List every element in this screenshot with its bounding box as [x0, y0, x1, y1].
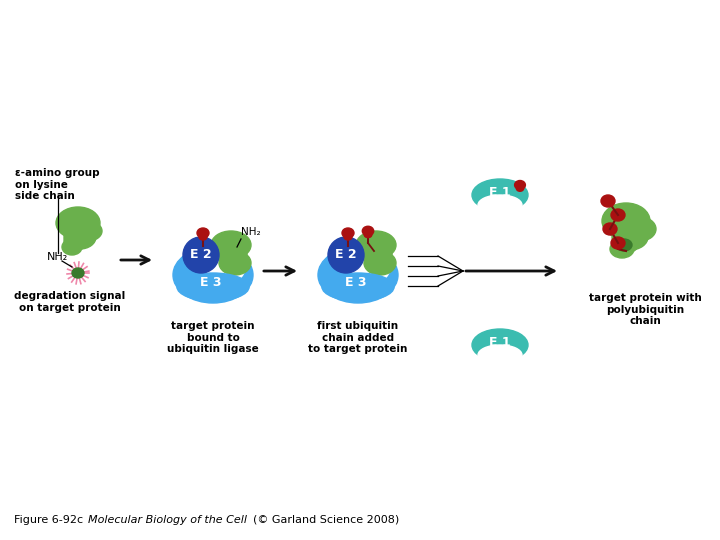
Text: E 1: E 1 [489, 336, 510, 349]
Text: (© Garland Science 2008): (© Garland Science 2008) [253, 515, 400, 525]
Ellipse shape [344, 234, 352, 240]
Ellipse shape [516, 186, 523, 191]
Ellipse shape [197, 228, 209, 238]
Ellipse shape [611, 237, 625, 249]
Ellipse shape [472, 179, 528, 211]
Ellipse shape [64, 225, 96, 249]
Text: NH₂: NH₂ [241, 227, 261, 237]
Ellipse shape [199, 234, 207, 240]
Ellipse shape [624, 217, 656, 241]
Text: E 2: E 2 [190, 248, 212, 261]
Ellipse shape [346, 249, 390, 285]
Ellipse shape [478, 345, 522, 365]
Ellipse shape [211, 231, 251, 259]
Ellipse shape [610, 240, 634, 258]
Text: target protein
bound to
ubiquitin ligase: target protein bound to ubiquitin ligase [167, 321, 259, 354]
Text: Figure 6-92c: Figure 6-92c [14, 515, 90, 525]
Text: E 2: E 2 [336, 248, 357, 261]
Ellipse shape [362, 226, 374, 236]
Ellipse shape [219, 244, 247, 266]
Text: E 3: E 3 [346, 276, 366, 289]
Ellipse shape [515, 180, 526, 190]
Text: NH₂: NH₂ [48, 252, 68, 262]
Ellipse shape [364, 232, 372, 238]
Ellipse shape [356, 231, 396, 259]
Ellipse shape [613, 233, 639, 253]
Ellipse shape [74, 221, 102, 241]
Text: target protein with
polyubiquitin
chain: target protein with polyubiquitin chain [589, 293, 701, 326]
Ellipse shape [603, 223, 617, 235]
Ellipse shape [612, 224, 648, 250]
Ellipse shape [201, 249, 245, 285]
Ellipse shape [56, 207, 100, 239]
Text: Molecular Biology of the Cell: Molecular Biology of the Cell [88, 515, 247, 525]
Ellipse shape [472, 329, 528, 361]
Ellipse shape [364, 251, 396, 275]
Ellipse shape [616, 239, 632, 251]
Text: E 3: E 3 [200, 276, 222, 289]
Text: degradation signal
on target protein: degradation signal on target protein [14, 291, 125, 313]
Text: E 1: E 1 [489, 186, 510, 199]
Ellipse shape [72, 268, 84, 278]
Circle shape [183, 237, 219, 273]
Ellipse shape [173, 247, 253, 303]
Ellipse shape [478, 195, 522, 215]
Ellipse shape [602, 203, 650, 239]
Ellipse shape [601, 195, 615, 207]
Circle shape [328, 237, 364, 273]
Text: ε-amino group
on lysine
side chain: ε-amino group on lysine side chain [15, 168, 99, 201]
Ellipse shape [611, 209, 625, 221]
Text: first ubiquitin
chain added
to target protein: first ubiquitin chain added to target pr… [308, 321, 408, 354]
Ellipse shape [342, 228, 354, 238]
Ellipse shape [364, 244, 392, 266]
Ellipse shape [62, 239, 82, 255]
Ellipse shape [177, 273, 249, 301]
Ellipse shape [322, 273, 394, 301]
Ellipse shape [219, 251, 251, 275]
Ellipse shape [318, 247, 398, 303]
Ellipse shape [64, 232, 88, 250]
